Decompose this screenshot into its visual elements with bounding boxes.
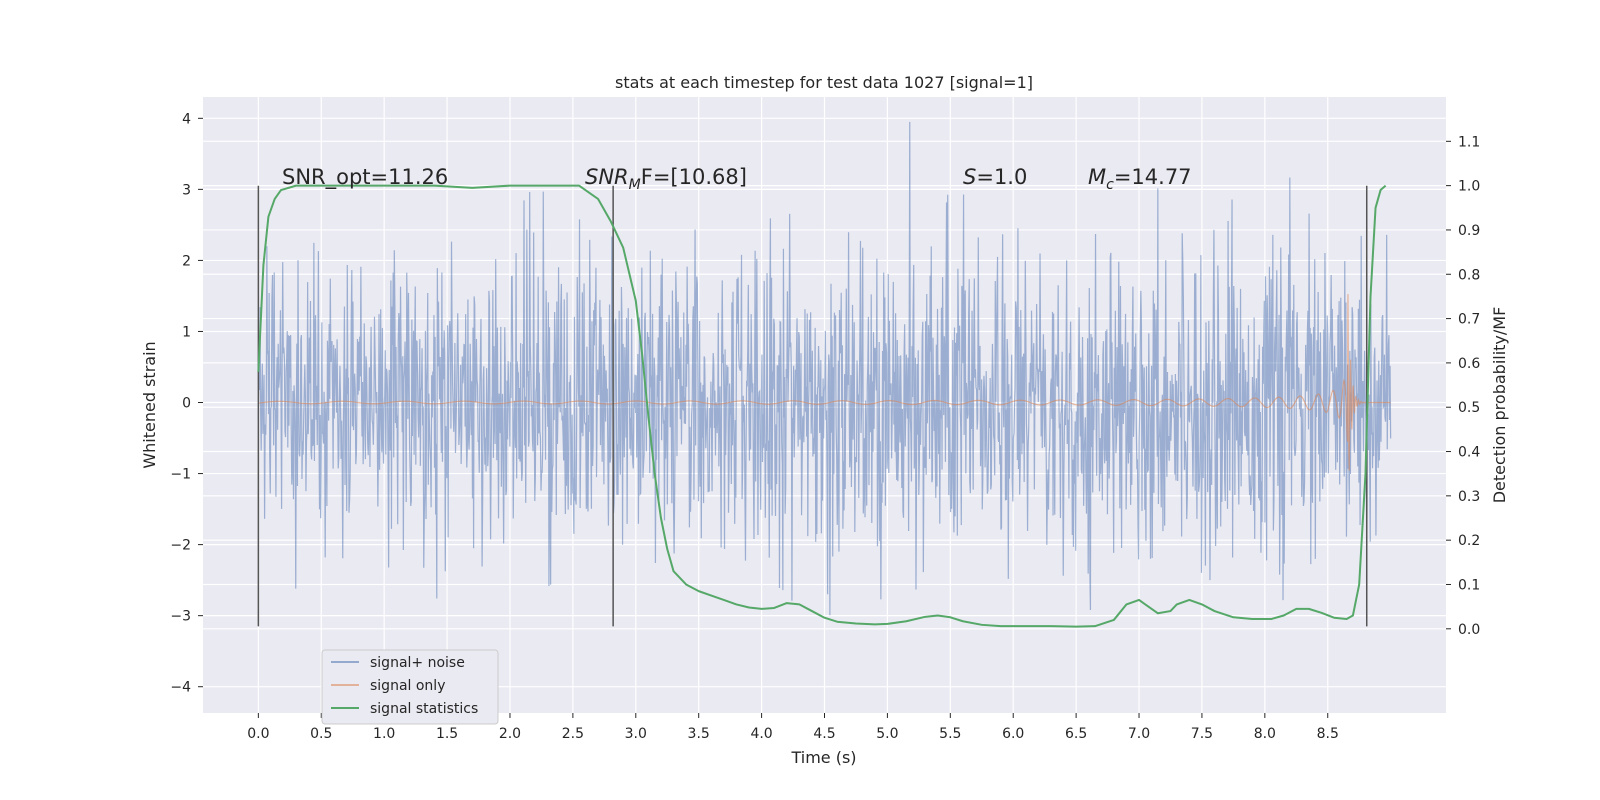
y2-tick-label: 0.3 [1458,489,1480,505]
y-tick-label: 2 [182,253,191,269]
y2-ticks: 1.1 1.0 0.9 0.8 0.7 0.6 0.5 0.4 0.3 0.2 0.1 0.0 [1446,134,1480,638]
y-tick-label: −4 [170,680,191,696]
y2-tick-label: 0.6 [1458,356,1480,372]
x-tick-label: 6.0 [1002,726,1024,742]
annotation-s-value: =1.0 [976,165,1027,189]
statistics-line [257,184,1387,628]
y2-axis-label: Detection probability/MF [1490,307,1509,504]
y2-tick-label: 0.5 [1458,400,1480,416]
y2-tick-label: 0.9 [1458,223,1480,239]
legend-label-noise: signal+ noise [370,655,465,671]
annotation-mc-subscript: c [1106,177,1114,193]
x-tick-label: 3.0 [625,726,647,742]
x-tick-label: 8.5 [1317,726,1339,742]
y2-tick-label: 0.1 [1458,577,1480,593]
legend-box [321,649,499,725]
y2-tick-label: 0.2 [1458,533,1480,549]
annotation-mc-symbol: M [1088,165,1106,189]
y-tick-label: 3 [182,182,191,198]
y-tick-label: 4 [182,111,191,127]
annotation-snr-mf-value: F=[10.68] [641,165,747,189]
y2-tick-label: 0.8 [1458,267,1480,283]
annotation-s: S=1.0 [963,165,1027,189]
y-tick-label: 0 [182,396,191,412]
y-tick-label: 1 [182,324,191,340]
x-axis-label: Time (s) [790,748,856,767]
annotation-snr-mf-subscript: M [629,177,641,193]
y-tick-label: −1 [170,467,191,483]
chart-title: stats at each timestep for test data 102… [615,73,1033,92]
x-tick-label: 0.5 [310,726,332,742]
x-tick-label: 0.0 [247,726,269,742]
x-ticks: 0.0 0.5 1.0 1.5 2.0 2.5 3.0 3.5 4.0 4.5 5.0 5.5 6.0 6… [247,713,1339,742]
y-axis-label: Whitened strain [140,341,159,468]
x-tick-label: 4.0 [750,726,772,742]
y2-tick-label: 0.4 [1458,445,1480,461]
x-tick-label: 5.0 [876,726,898,742]
x-tick-label: 8.0 [1254,726,1276,742]
x-tick-label: 6.5 [1065,726,1087,742]
legend: signal+ noise signal only signal statist… [321,649,499,725]
x-tick-label: 2.0 [499,726,521,742]
legend-label-signal: signal only [370,678,445,694]
signal-series [258,294,1391,471]
annotation-mc-value: =14.77 [1114,165,1192,189]
y-ticks: 4 3 2 1 0 −1 −2 −3 −4 [170,111,203,696]
y-tick-label: −2 [170,538,191,554]
y2-tick-label: 1.0 [1458,179,1480,195]
noise-series [257,121,1392,616]
annotation-s-symbol: S [963,165,976,189]
x-tick-label: 3.5 [688,726,710,742]
legend-label-statistics: signal statistics [370,701,478,717]
noise-line [257,121,1392,616]
statistics-series [257,184,1387,628]
annotation-snr-mf-symbol: SNR [585,165,629,189]
x-tick-label: 1.5 [436,726,458,742]
y2-tick-label: 0.0 [1458,622,1480,638]
x-tick-label: 7.5 [1191,726,1213,742]
x-tick-label: 2.5 [562,726,584,742]
x-tick-label: 5.5 [939,726,961,742]
y2-tick-label: 0.7 [1458,312,1480,328]
annotation-snr-opt: SNR_opt=11.26 [282,165,448,190]
annotation-mc: Mc=14.77 [1088,165,1192,193]
x-tick-label: 1.0 [373,726,395,742]
y2-tick-label: 1.1 [1458,134,1480,150]
y-tick-label: −3 [170,609,191,625]
signal-line [258,294,1391,471]
annotation-snr-mf: SNRMF=[10.68] [585,165,747,193]
x-tick-label: 7.0 [1128,726,1150,742]
x-tick-label: 4.5 [813,726,835,742]
